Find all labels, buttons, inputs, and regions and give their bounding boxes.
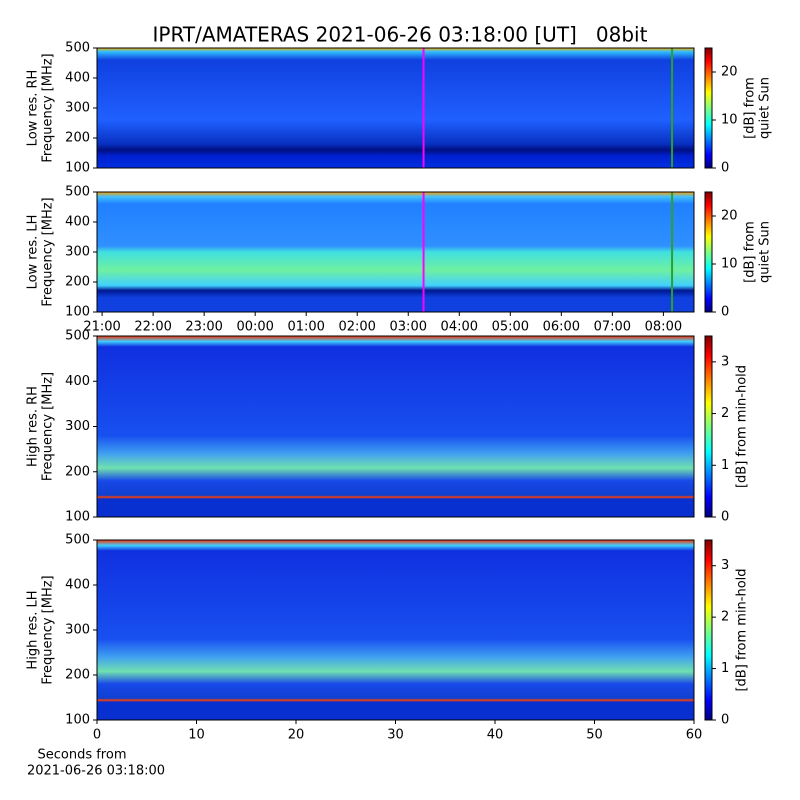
spectrogram bbox=[97, 192, 694, 312]
y-tick-label: 100 bbox=[65, 161, 90, 176]
y-tick-label: 500 bbox=[65, 329, 90, 344]
y-axis-label: Low res. LH bbox=[26, 215, 41, 290]
colorbar-tick-label: 2 bbox=[721, 610, 729, 625]
colorbar bbox=[704, 191, 713, 313]
y-axis-label: Low res. RH bbox=[26, 70, 41, 147]
x-axis-label: Seconds from bbox=[37, 748, 126, 763]
y-axis-label: Frequency [MHz] bbox=[41, 372, 56, 481]
colorbar-tick-label: 0 bbox=[721, 713, 729, 728]
colorbar bbox=[704, 47, 713, 169]
chart-title: IPRT/AMATERAS 2021-06-26 03:18:00 [UT] 0… bbox=[153, 23, 648, 47]
colorbar-label: [dB] from min-hold bbox=[735, 568, 750, 691]
x-tick-label: 03:00 bbox=[390, 320, 427, 335]
y-tick-label: 400 bbox=[65, 71, 90, 86]
x-tick-label: 22:00 bbox=[134, 320, 171, 335]
spectrogram bbox=[97, 336, 694, 517]
y-tick-label: 100 bbox=[65, 305, 90, 320]
y-axis-label: Frequency [MHz] bbox=[41, 575, 56, 684]
y-tick-label: 100 bbox=[65, 713, 90, 728]
x-tick-label: 30 bbox=[387, 728, 404, 743]
spectrogram bbox=[97, 48, 694, 168]
x-tick-label: 02:00 bbox=[338, 320, 375, 335]
y-axis-label: Frequency [MHz] bbox=[41, 197, 56, 306]
y-tick-label: 500 bbox=[65, 41, 90, 56]
x-tick-label: 40 bbox=[487, 728, 504, 743]
x-tick-label: 20 bbox=[288, 728, 305, 743]
x-tick-label: 01:00 bbox=[287, 320, 324, 335]
y-axis-label: High res. RH bbox=[26, 386, 41, 467]
x-tick-label: 23:00 bbox=[185, 320, 222, 335]
colorbar-tick-label: 10 bbox=[721, 113, 738, 128]
colorbar-tick-label: 0 bbox=[721, 305, 729, 320]
y-tick-label: 100 bbox=[65, 510, 90, 525]
x-axis-label: 2021-06-26 03:18:00 bbox=[27, 764, 165, 779]
colorbar-label: quiet Sun bbox=[758, 221, 773, 283]
colorbar-label: [dB] from bbox=[743, 221, 758, 283]
x-tick-label: 04:00 bbox=[441, 320, 478, 335]
x-tick-label: 08:00 bbox=[645, 320, 682, 335]
colorbar-tick-label: 2 bbox=[721, 406, 729, 421]
colorbar-tick-label: 0 bbox=[721, 161, 729, 176]
y-tick-label: 500 bbox=[65, 185, 90, 200]
colorbar bbox=[704, 335, 713, 518]
x-tick-label: 0 bbox=[93, 728, 101, 743]
y-tick-label: 300 bbox=[65, 245, 90, 260]
colorbar-label: quiet Sun bbox=[758, 77, 773, 139]
colorbar bbox=[704, 539, 713, 721]
y-tick-label: 400 bbox=[65, 215, 90, 230]
y-tick-label: 400 bbox=[65, 578, 90, 593]
y-axis-label: Frequency [MHz] bbox=[41, 53, 56, 162]
y-tick-label: 200 bbox=[65, 668, 90, 683]
x-tick-label: 07:00 bbox=[594, 320, 631, 335]
y-tick-label: 300 bbox=[65, 101, 90, 116]
x-tick-label: 05:00 bbox=[492, 320, 529, 335]
colorbar-tick-label: 3 bbox=[721, 354, 729, 369]
y-tick-label: 200 bbox=[65, 275, 90, 290]
x-tick-label: 21:00 bbox=[83, 320, 120, 335]
y-tick-label: 500 bbox=[65, 533, 90, 548]
colorbar-tick-label: 1 bbox=[721, 458, 729, 473]
y-tick-label: 200 bbox=[65, 131, 90, 146]
y-tick-label: 200 bbox=[65, 464, 90, 479]
x-tick-label: 06:00 bbox=[543, 320, 580, 335]
colorbar-tick-label: 1 bbox=[721, 661, 729, 676]
y-tick-label: 400 bbox=[65, 374, 90, 389]
x-tick-label: 50 bbox=[586, 728, 603, 743]
y-tick-label: 300 bbox=[65, 419, 90, 434]
colorbar-tick-label: 10 bbox=[721, 257, 738, 272]
colorbar-tick-label: 3 bbox=[721, 558, 729, 573]
spectrogram bbox=[97, 540, 694, 720]
x-tick-label: 60 bbox=[686, 728, 703, 743]
x-tick-label: 10 bbox=[188, 728, 205, 743]
y-axis-label: High res. LH bbox=[26, 590, 41, 669]
y-tick-label: 300 bbox=[65, 623, 90, 638]
colorbar-label: [dB] from bbox=[743, 77, 758, 139]
x-tick-label: 00:00 bbox=[236, 320, 273, 335]
colorbar-label: [dB] from min-hold bbox=[735, 365, 750, 488]
colorbar-tick-label: 0 bbox=[721, 510, 729, 525]
colorbar-tick-label: 20 bbox=[721, 65, 738, 80]
colorbar-tick-label: 20 bbox=[721, 209, 738, 224]
